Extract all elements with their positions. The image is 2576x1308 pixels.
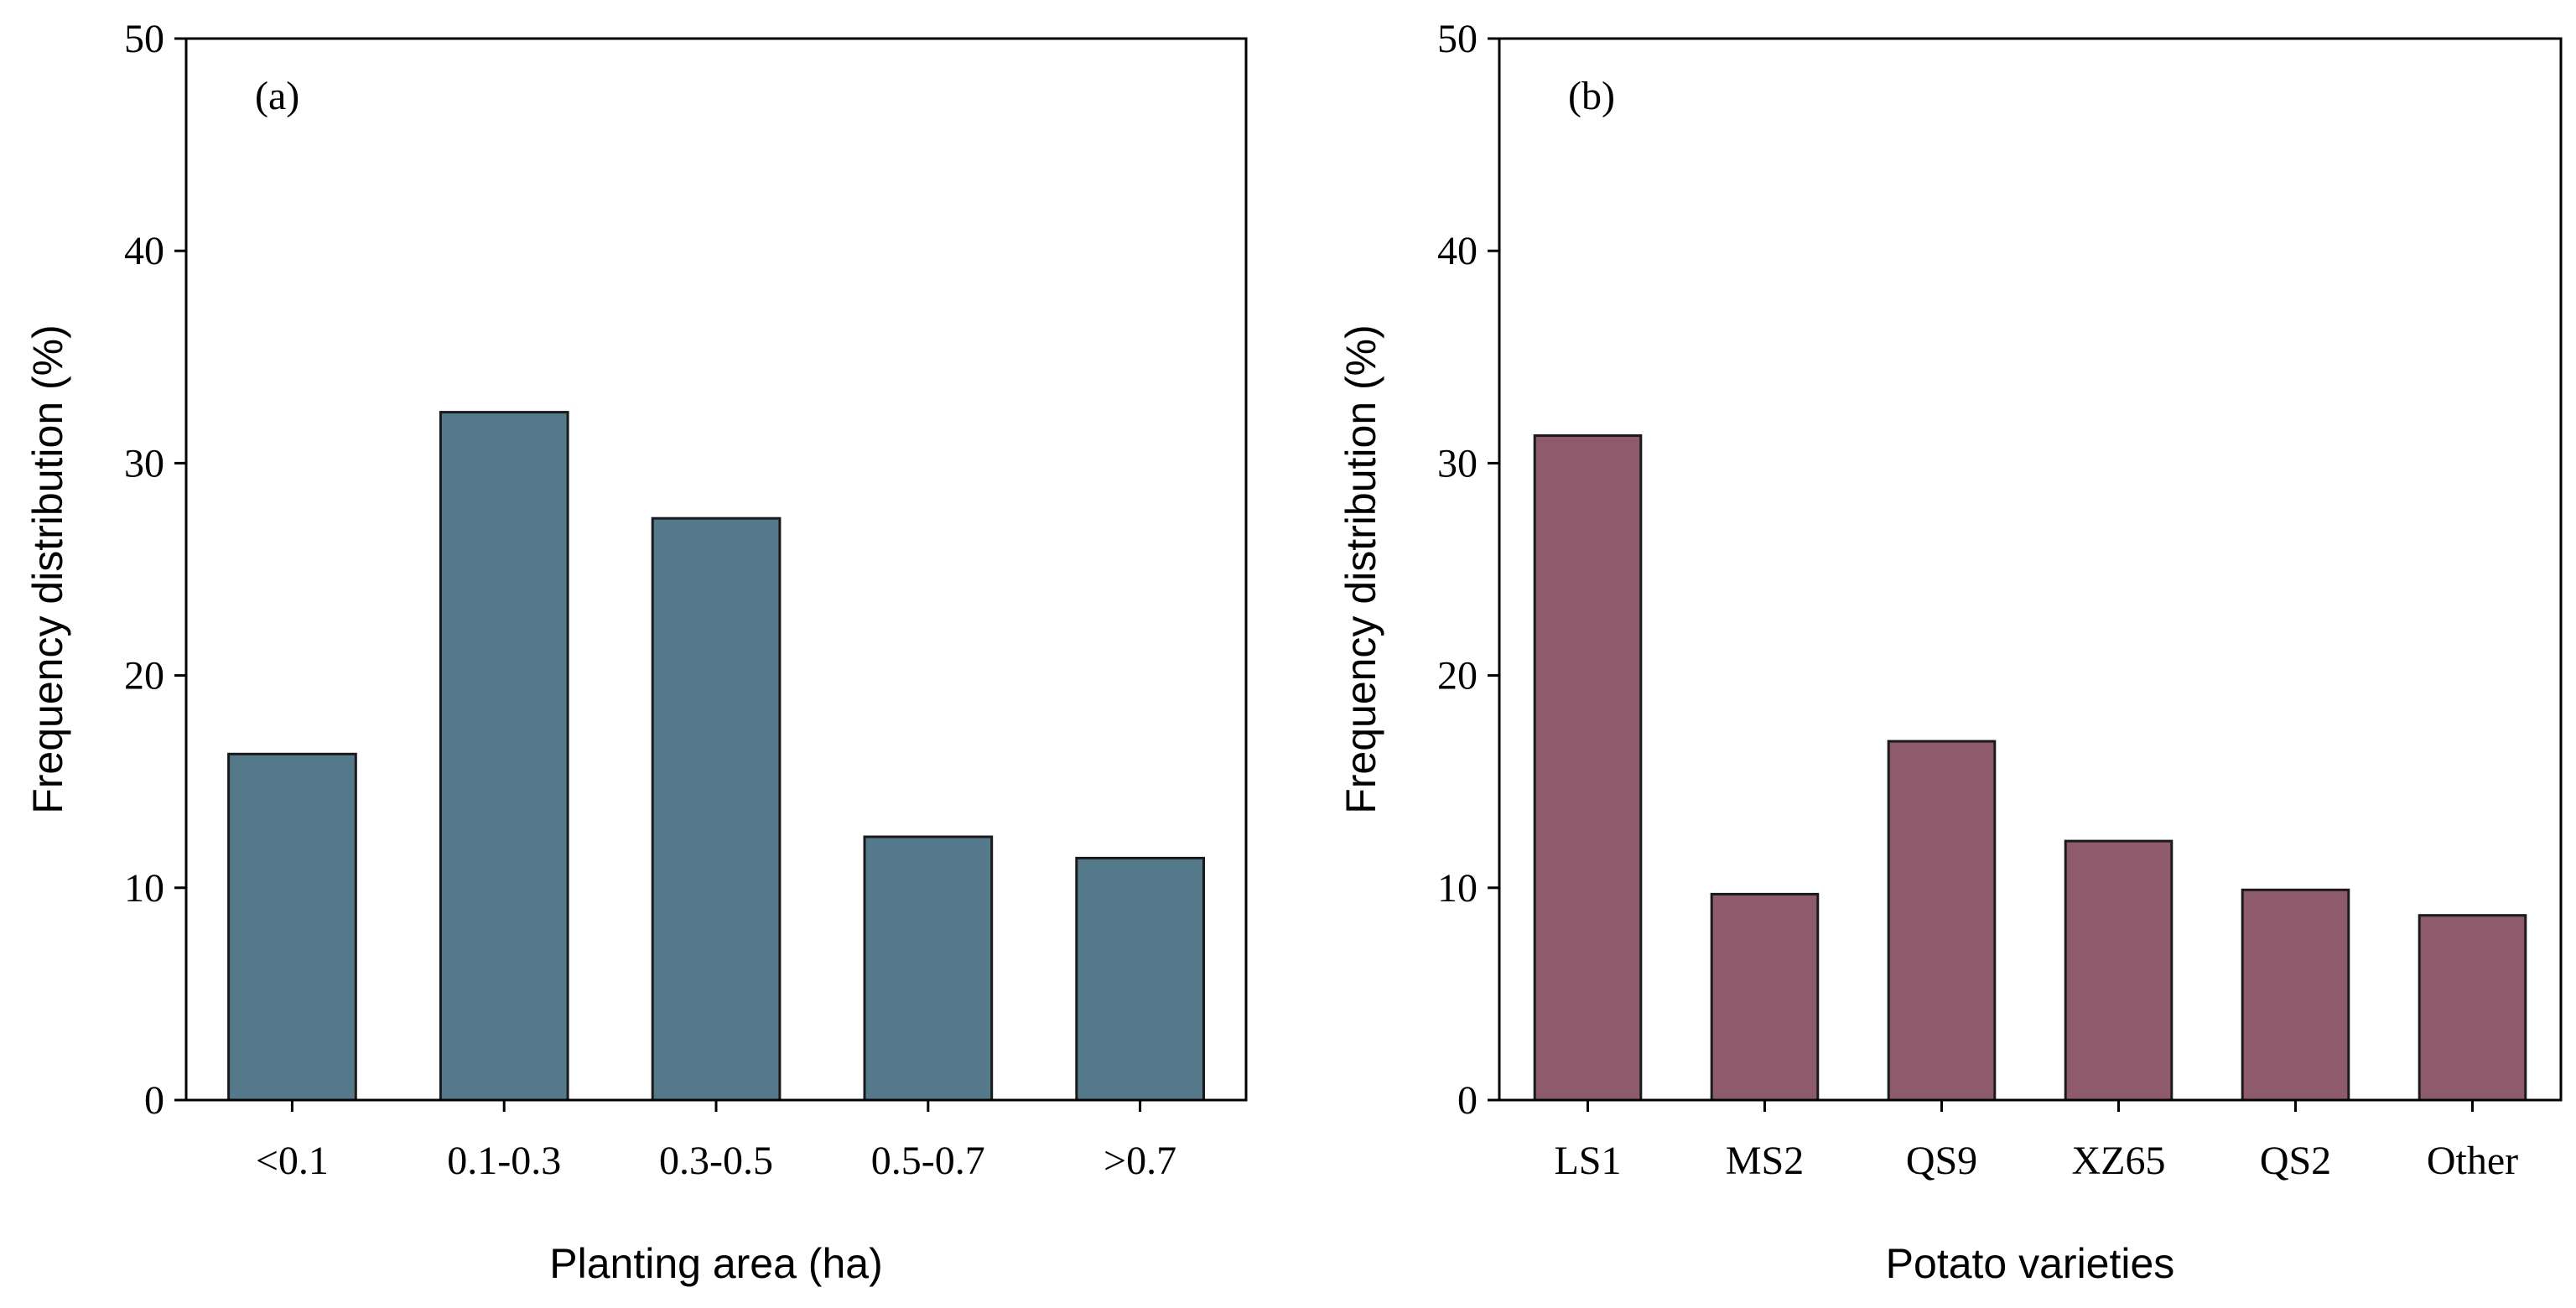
panel-b-y-axis: 0 10 20 30 40 50 (1437, 17, 1499, 1123)
y-tick-label-a-0: 0 (144, 1078, 164, 1123)
x-tick-label-a-0: <0.1 (256, 1139, 329, 1183)
panel-a-x-axis: <0.1 0.1-0.3 0.3-0.5 0.5-0.7 >0.7 (256, 1100, 1176, 1183)
panel-b-y-axis-title: Frequency distribution (%) (1337, 324, 1384, 814)
bar-a-0 (227, 752, 357, 1102)
y-tick-label-b-0: 0 (1457, 1078, 1478, 1123)
x-tick-label-a-1: 0.1-0.3 (447, 1139, 561, 1183)
panel-a-bars (227, 411, 1206, 1102)
panel-a-label: (a) (255, 74, 299, 118)
bar-a-1 (439, 411, 569, 1102)
panel-b-label: (b) (1568, 74, 1615, 118)
x-tick-label-b-5: Other (2427, 1139, 2518, 1183)
panel-b-x-axis: LS1 MS2 QS9 XZ65 QS2 Other (1554, 1100, 2518, 1183)
x-tick-label-b-0: LS1 (1554, 1139, 1621, 1183)
y-tick-label-b-4: 40 (1437, 229, 1478, 273)
bar-b-5 (2418, 914, 2527, 1102)
panel-b-frame (1498, 37, 2563, 1102)
y-tick-label-a-2: 20 (124, 654, 164, 698)
bar-a-4 (1075, 856, 1206, 1102)
y-tick-label-a-5: 50 (124, 17, 164, 61)
x-tick-label-b-4: QS2 (2260, 1139, 2331, 1183)
bar-a-2 (651, 516, 782, 1102)
y-tick-label-b-1: 10 (1437, 866, 1478, 911)
panel-b-x-axis-title: Potato varieties (1886, 1240, 2175, 1287)
y-tick-label-a-3: 30 (124, 441, 164, 485)
y-tick-label-b-3: 30 (1437, 441, 1478, 485)
y-tick-label-a-4: 40 (124, 229, 164, 273)
x-tick-label-a-4: >0.7 (1104, 1139, 1176, 1183)
y-tick-label-b-5: 50 (1437, 17, 1478, 61)
panel-b-bars (1533, 434, 2527, 1102)
x-tick-label-a-3: 0.5-0.7 (871, 1139, 985, 1183)
panel-a: 0 10 20 30 40 50 <0.1 0.1-0.3 0.3-0.5 0.5-0.7 >0.… (24, 17, 1248, 1287)
x-tick-label-a-2: 0.3-0.5 (659, 1139, 773, 1183)
y-tick-label-b-2: 20 (1437, 654, 1478, 698)
bar-b-1 (1710, 892, 1820, 1102)
panel-a-y-axis: 0 10 20 30 40 50 (124, 17, 186, 1123)
x-tick-label-b-3: XZ65 (2072, 1139, 2166, 1183)
panel-b: 0 10 20 30 40 50 LS1 MS2 QS9 XZ65 QS2 Other (b) Fr… (1337, 17, 2563, 1287)
bar-a-3 (863, 835, 994, 1102)
x-tick-label-b-2: QS9 (1906, 1139, 1977, 1183)
panel-a-y-axis-title: Frequency distribution (%) (24, 324, 71, 814)
panel-a-x-axis-title: Planting area (ha) (549, 1240, 882, 1287)
bar-b-3 (2064, 839, 2174, 1102)
bar-b-2 (1887, 740, 1997, 1102)
bar-b-4 (2241, 888, 2350, 1102)
y-tick-label-a-1: 10 (124, 866, 164, 911)
x-tick-label-b-1: MS2 (1726, 1139, 1804, 1183)
bar-b-0 (1533, 434, 1643, 1102)
